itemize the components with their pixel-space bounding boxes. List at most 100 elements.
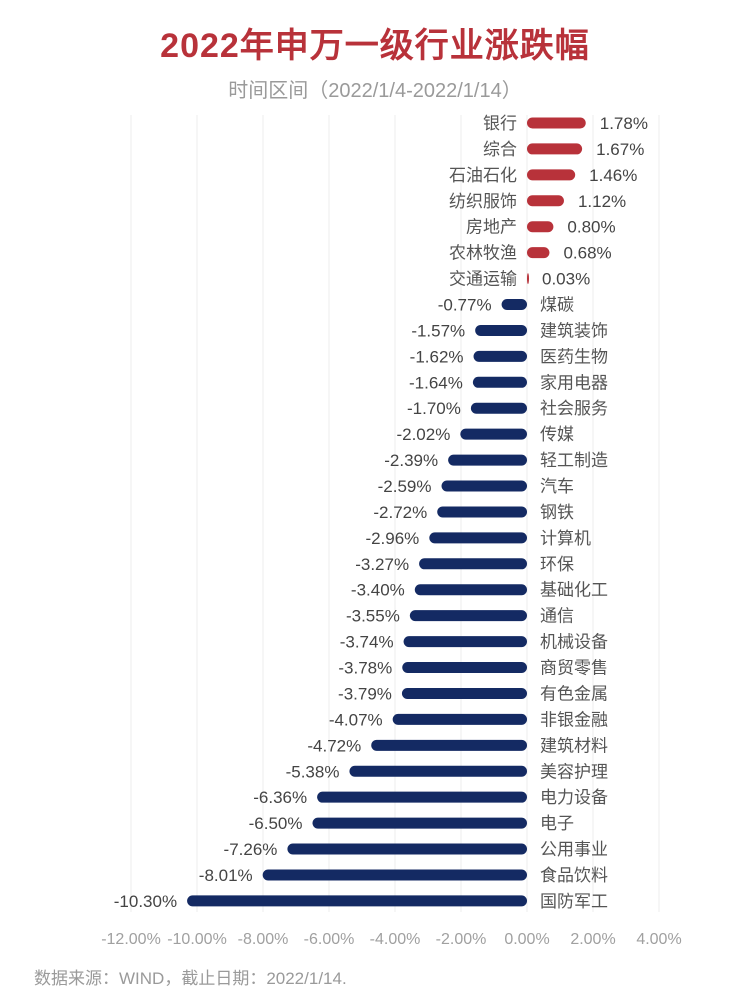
value-label: -3.40% <box>351 581 405 600</box>
value-label: -2.39% <box>384 451 438 470</box>
category-label: 有色金属 <box>540 684 608 703</box>
value-label: -3.78% <box>338 659 392 678</box>
category-label: 医药生物 <box>540 347 608 366</box>
category-label: 钢铁 <box>540 503 574 522</box>
category-label: 传媒 <box>540 425 574 444</box>
category-label: 轻工制造 <box>540 451 608 470</box>
value-label: 1.12% <box>578 192 626 211</box>
bar <box>527 117 586 129</box>
category-label: 交通运输 <box>449 270 517 289</box>
bar <box>401 687 527 699</box>
source-note: 数据来源：WIND，截止日期：2022/1/14. <box>34 969 347 988</box>
bar <box>262 869 527 881</box>
value-label: -2.96% <box>365 529 419 548</box>
value-label: -3.27% <box>355 555 409 574</box>
value-label: 0.80% <box>567 218 615 237</box>
x-tick-label: -8.00% <box>238 931 289 948</box>
bar <box>429 532 527 544</box>
bar <box>402 662 527 674</box>
category-label: 石油石化 <box>449 166 517 185</box>
category-label: 综合 <box>483 140 517 159</box>
bars <box>187 117 586 907</box>
category-label: 非银金融 <box>540 710 608 729</box>
category-label: 食品饮料 <box>540 866 608 885</box>
category-label: 电子 <box>540 814 574 833</box>
bar <box>312 817 527 829</box>
bar <box>527 143 583 155</box>
bar <box>437 506 527 518</box>
bar <box>501 299 527 311</box>
x-tick-label: 0.00% <box>504 931 549 948</box>
x-axis-ticks: -12.00% -10.00% -8.00% -6.00% -4.00% -2.00% 0.… <box>101 931 681 948</box>
value-label: -8.01% <box>199 866 253 885</box>
x-tick-label: 4.00% <box>636 931 681 948</box>
value-label: -1.70% <box>407 399 461 418</box>
bar <box>441 480 527 492</box>
value-label: -5.38% <box>286 762 340 781</box>
value-label: -6.50% <box>249 814 303 833</box>
value-label: -3.79% <box>338 684 392 703</box>
bar <box>414 584 527 596</box>
value-label: 1.67% <box>596 140 644 159</box>
value-label: -0.77% <box>438 296 492 315</box>
bar <box>371 739 527 751</box>
category-label: 机械设备 <box>540 633 608 652</box>
value-label: 0.68% <box>563 244 611 263</box>
bar <box>392 713 527 725</box>
bar <box>287 843 527 855</box>
bar <box>409 610 527 622</box>
value-label: -6.36% <box>253 788 307 807</box>
value-label: -2.02% <box>396 425 450 444</box>
category-label: 商贸零售 <box>540 659 608 678</box>
x-tick-label: -12.00% <box>101 931 161 948</box>
bar <box>475 324 527 336</box>
bar <box>317 791 527 803</box>
category-label: 建筑装饰 <box>540 321 608 340</box>
category-label: 汽车 <box>540 477 574 496</box>
value-label: -3.74% <box>340 633 394 652</box>
bar <box>527 195 564 207</box>
bar <box>527 221 554 233</box>
x-tick-label: 2.00% <box>570 931 615 948</box>
category-label: 纺织服饰 <box>449 192 517 211</box>
chart-subtitle: 时间区间（2022/1/4-2022/1/14） <box>228 80 522 102</box>
labels: 银行 1.78% 综合 1.67% 石油石化 1.46% 纺织服饰 1.12% 房地产 0.80%… <box>114 114 648 911</box>
bar <box>472 376 527 388</box>
value-label: -4.07% <box>329 710 383 729</box>
bar <box>527 273 529 285</box>
x-tick-label: -6.00% <box>304 931 355 948</box>
bar <box>187 895 527 907</box>
category-label: 美容护理 <box>540 762 608 781</box>
category-label: 通信 <box>540 607 574 626</box>
category-label: 环保 <box>540 555 574 574</box>
category-label: 农林牧渔 <box>449 244 517 263</box>
bar <box>527 169 576 181</box>
category-label: 基础化工 <box>540 581 608 600</box>
value-label: -1.62% <box>410 347 464 366</box>
category-label: 计算机 <box>540 529 591 548</box>
x-tick-label: -4.00% <box>370 931 421 948</box>
value-label: -10.30% <box>114 892 177 911</box>
category-label: 建筑材料 <box>540 736 608 755</box>
bar <box>527 247 550 259</box>
category-label: 电力设备 <box>540 788 608 807</box>
category-label: 煤碳 <box>540 296 574 315</box>
category-label: 国防军工 <box>540 892 608 911</box>
value-label: 1.78% <box>600 114 648 133</box>
value-label: 1.46% <box>589 166 637 185</box>
chart-title: 2022年申万一级行业涨跌幅 <box>160 27 590 65</box>
bar <box>419 558 527 570</box>
category-label: 公用事业 <box>540 840 608 859</box>
value-label: -2.72% <box>373 503 427 522</box>
bar <box>460 428 527 440</box>
bar <box>470 402 527 414</box>
bar <box>473 350 527 362</box>
value-label: -1.64% <box>409 373 463 392</box>
value-label: -1.57% <box>411 321 465 340</box>
category-label: 社会服务 <box>540 399 608 418</box>
x-tick-label: -2.00% <box>436 931 487 948</box>
value-label: -7.26% <box>224 840 278 859</box>
bar <box>349 765 527 777</box>
bar <box>403 636 527 648</box>
